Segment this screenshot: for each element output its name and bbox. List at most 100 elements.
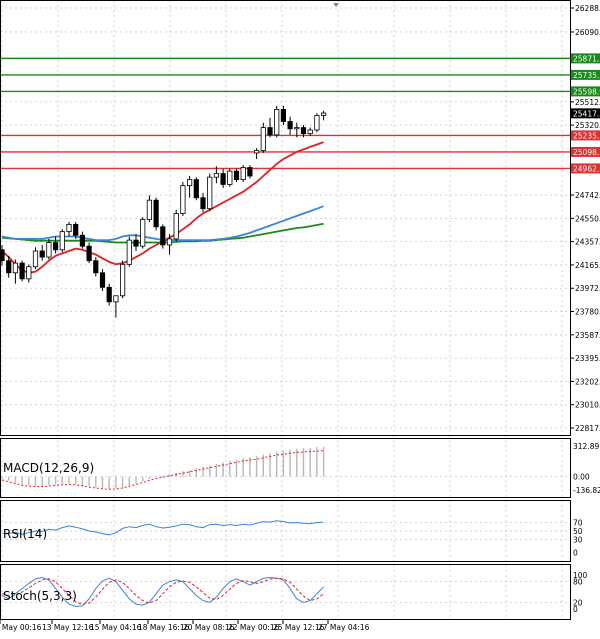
candle-bull (227, 170, 233, 185)
candle-bull (186, 179, 193, 187)
chart-shift-marker-icon[interactable] (333, 3, 339, 7)
candle-bull (46, 242, 52, 258)
candle-bull (320, 112, 327, 116)
rsi-series (1, 520, 324, 536)
candle-bull (126, 239, 132, 265)
level-label: 24962.3 (573, 164, 600, 173)
level-label-box (571, 163, 600, 174)
price-tick-label: 23587.5 (575, 331, 600, 340)
candle-bull (66, 223, 72, 233)
candle-bull (274, 109, 280, 136)
panel-frame (0, 438, 571, 498)
candle-bear (233, 170, 240, 181)
macd-tick-label: 0.00 (573, 473, 590, 482)
candle-bull (32, 250, 39, 268)
level-label-box (571, 130, 600, 141)
candle-bear (220, 173, 226, 185)
price-tick-label: 25512.5 (575, 98, 600, 107)
price-tick-label: 24550.0 (575, 214, 600, 223)
candle-bear (99, 272, 106, 288)
candle-bear (287, 121, 293, 130)
candle-bull (120, 263, 126, 297)
candle-bear (280, 109, 287, 122)
candle-bear (93, 260, 99, 274)
price-tick-label: 26090.0 (575, 28, 600, 37)
level-label-box (571, 146, 600, 157)
candle-bear (53, 242, 59, 251)
time-tick-label: 15 May 04:16 (90, 623, 142, 632)
price-tick-label: 24742.5 (575, 191, 600, 200)
price-tick-label: 26288.0 (575, 4, 600, 13)
macd-title: MACD(12,26,9) (3, 461, 94, 475)
candle-bear (193, 179, 199, 199)
level-label-box (571, 86, 600, 97)
level-label: 25098.7 (573, 148, 600, 157)
candle-bull (173, 213, 179, 240)
time-tick-label: 20 May 08:16 (183, 623, 235, 632)
macd-histogram: 312.89 0.00 -136.82 (0, 442, 600, 495)
candle-bear (73, 223, 79, 236)
rsi-title: RSI(14) (3, 527, 47, 541)
candle-bear (133, 239, 139, 247)
price-tick-label: 24165.0 (575, 261, 600, 270)
stoch-main-series (1, 576, 324, 608)
candle-bear (39, 250, 45, 258)
candle-bull (260, 127, 266, 151)
price-tick-label: 23202.5 (575, 377, 600, 386)
candle-bear (247, 167, 253, 177)
candle-bear (153, 199, 159, 228)
price-tick-label: 23780.0 (575, 308, 600, 317)
candle-bear (160, 226, 166, 246)
macd-tick-label: 312.89 (573, 442, 599, 451)
time-tick-label: 22 May 00:16 (228, 623, 280, 632)
stoch-tick-label: 20 (573, 598, 583, 607)
rsi-tick-label: 0 (573, 548, 578, 557)
level-label-box (571, 69, 600, 80)
candle-bull (213, 173, 219, 178)
level-label: 25235.1 (573, 131, 600, 140)
rsi-tick-label: 50 (573, 527, 583, 536)
time-tick-label: 27 May 04:16 (318, 623, 370, 632)
candlesticks (0, 105, 327, 318)
candle-bull (207, 176, 213, 210)
candle-bull (294, 127, 300, 130)
price-tick-label: 23395.0 (575, 354, 600, 363)
stoch-title: Stoch(5,3,3) (3, 589, 77, 603)
stoch-signal-series (1, 577, 324, 605)
time-tick-label: 12 May 00:16 (0, 623, 42, 632)
macd-signal-line (1, 450, 324, 490)
candle-bear (0, 249, 5, 262)
level-label: 25598.9 (573, 87, 600, 96)
candle-bear (267, 127, 273, 136)
rsi-tick-label: 30 (573, 536, 583, 545)
stoch-tick-label: 100 (573, 571, 588, 580)
panel-frame (0, 564, 571, 620)
level-label: 25871.7 (573, 54, 600, 63)
price-tick-label: 23972.5 (575, 284, 600, 293)
rsi-tick-label: 70 (573, 518, 583, 527)
candle-bear (79, 234, 85, 247)
candle-bull (12, 262, 18, 274)
stoch-tick-label: 0 (573, 605, 578, 614)
candle-bull (26, 266, 32, 280)
time-tick-label: 18 May 16:16 (138, 623, 190, 632)
candle-bear (106, 286, 112, 303)
candle-bear (86, 245, 92, 262)
time-tick-label: 13 May 12:16 (42, 623, 94, 632)
candle-bull (240, 167, 246, 181)
stoch-tick-label: 80 (573, 578, 583, 587)
price-tick-label: 24357.5 (575, 238, 600, 247)
candle-bear (300, 127, 307, 135)
level-label-box (571, 53, 600, 64)
time-tick-label: 25 May 12:16 (273, 623, 325, 632)
current-price-label: 25417.5 (573, 109, 600, 118)
candle-bear (200, 197, 206, 210)
price-axis: 26288.0 26090.0 25512.5 25320.0 24742.5 24550… (570, 4, 600, 433)
candle-bull (59, 231, 65, 251)
